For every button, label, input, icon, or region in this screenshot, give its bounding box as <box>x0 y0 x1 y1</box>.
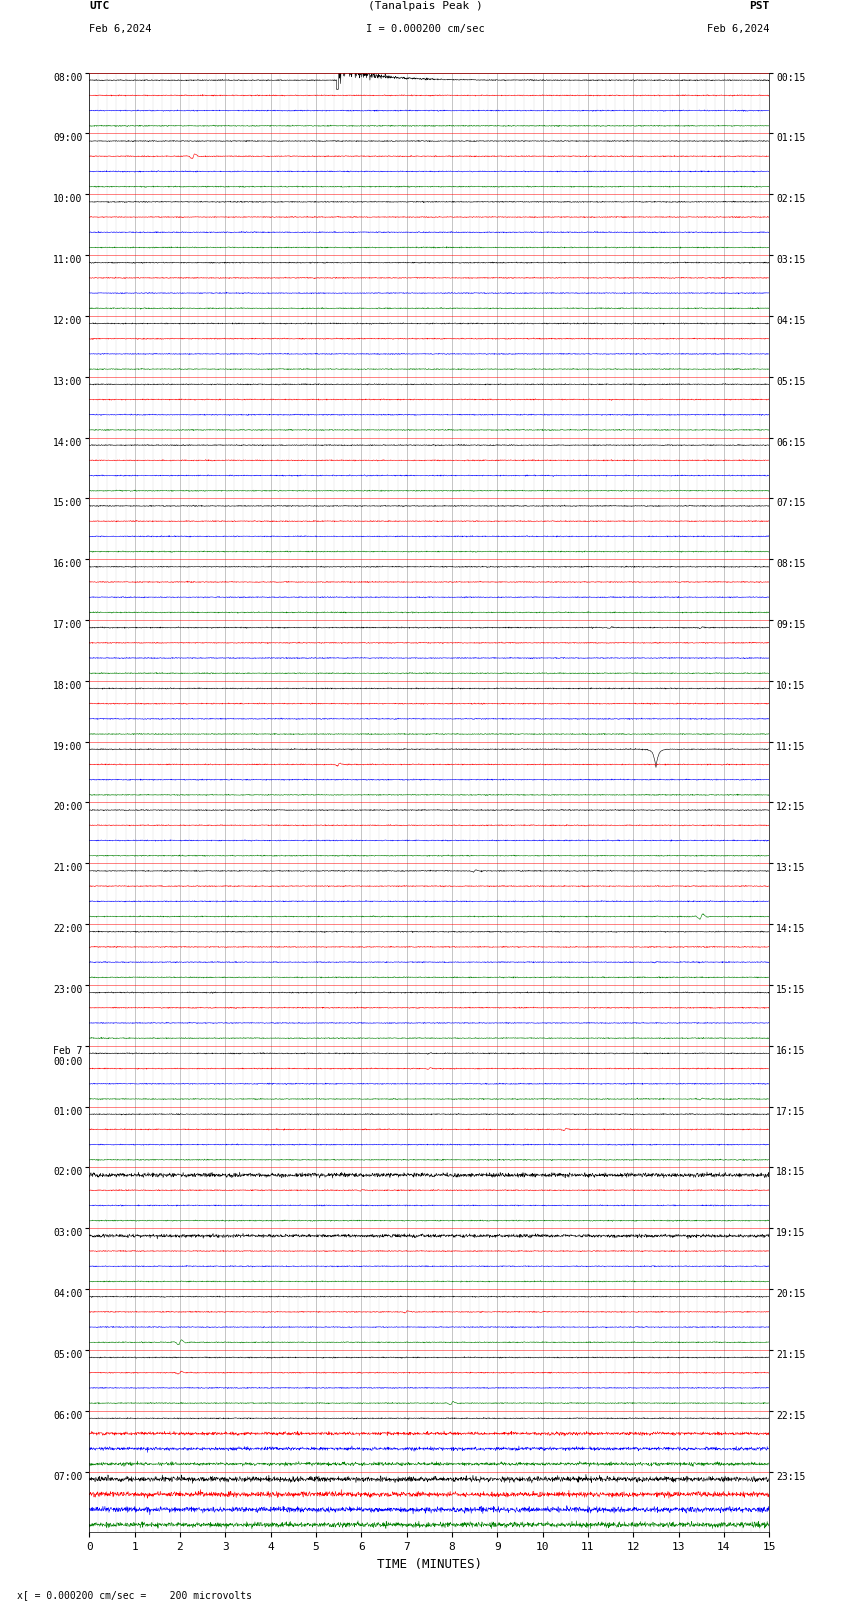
Text: PST: PST <box>749 2 769 11</box>
Text: Feb 6,2024: Feb 6,2024 <box>706 24 769 34</box>
Text: Feb 6,2024: Feb 6,2024 <box>89 24 152 34</box>
Text: x[ = 0.000200 cm/sec =    200 microvolts: x[ = 0.000200 cm/sec = 200 microvolts <box>17 1590 252 1600</box>
X-axis label: TIME (MINUTES): TIME (MINUTES) <box>377 1558 482 1571</box>
Text: (Tanalpais Peak ): (Tanalpais Peak ) <box>367 2 483 11</box>
Text: UTC: UTC <box>89 2 110 11</box>
Text: I = 0.000200 cm/sec: I = 0.000200 cm/sec <box>366 24 484 34</box>
